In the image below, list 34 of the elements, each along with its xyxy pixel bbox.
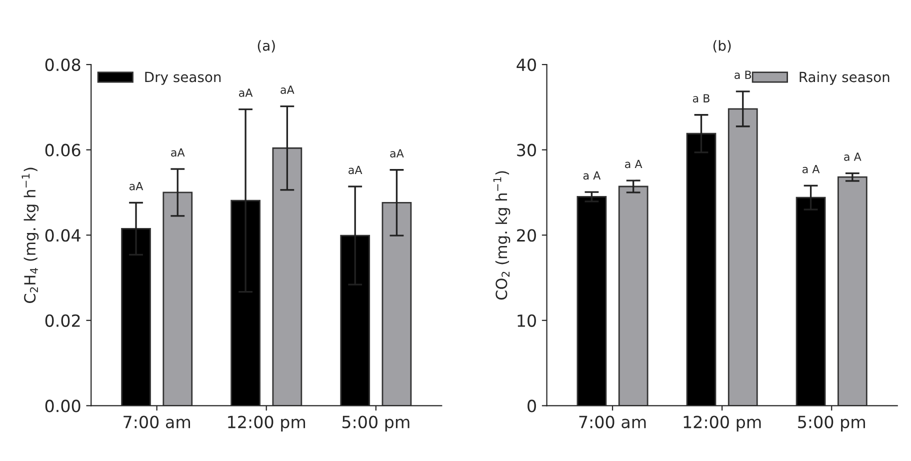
y-tick-label: 30 [517,144,536,156]
x-tick-label: 12:00 pm [228,416,306,432]
x-tick-label: 5:00 pm [798,416,865,432]
x-tick-label: 12:00 pm [684,416,761,432]
y-tick-label: 20 [517,229,536,242]
annotation: aA [129,182,144,190]
annotation: a A [625,160,642,168]
annotation: aA [239,88,253,97]
y-tick-label: 10 [518,314,536,327]
y-tick-label: 0.08 [45,58,80,72]
y-tick-label: 40 [516,58,536,72]
chart-title: (a) [258,40,275,52]
annotation: aA [171,148,185,157]
y-tick-label: 0.02 [45,314,80,327]
y-tick-label: 0.00 [45,400,80,412]
annotation: aA [348,166,362,174]
annotation: a A [583,171,601,180]
annotation: aA [280,86,294,94]
legend-label: Dry season [145,72,221,85]
y-tick-label: 0.04 [45,229,80,242]
y-tick-label: 0 [528,400,536,412]
annotation: a A [802,165,820,174]
y-tick-label: 0.06 [45,144,80,156]
legend-label: Rainy season [800,71,890,85]
annotation: a B [692,94,710,102]
x-tick-label: 7:00 am [124,416,190,428]
annotation: a A [844,152,862,161]
y-axis-title: C$_{2}$H$_{4}$ (mg. kg h$^{−1}$) [22,168,39,304]
annotation: a B [734,70,752,80]
x-tick-label: 7:00 am [579,416,646,428]
chart-title: (b) [713,40,731,52]
x-tick-label: 5:00 pm [342,416,410,432]
annotation: aA [390,149,404,158]
y-axis-title: CO$_{2}$ (mg. kg h$^{−1}$) [493,171,510,300]
